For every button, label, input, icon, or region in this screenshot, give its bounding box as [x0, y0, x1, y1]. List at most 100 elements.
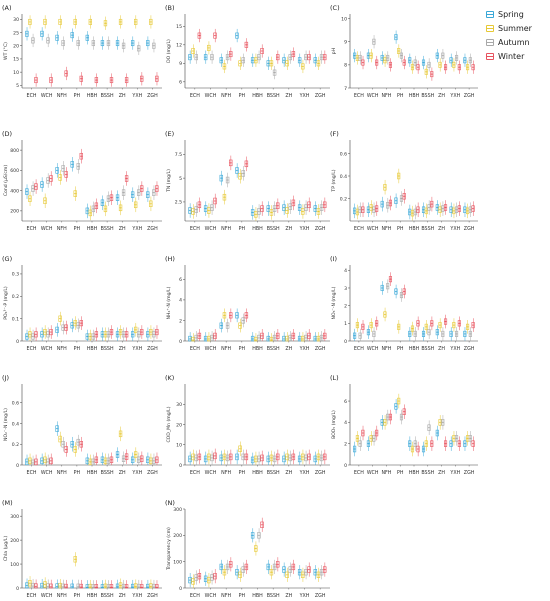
box-spring-zgh — [313, 565, 318, 580]
box-spring-ech — [353, 48, 357, 63]
point — [317, 456, 320, 458]
point — [414, 443, 416, 445]
box-autumn-zh — [441, 327, 445, 341]
point — [62, 42, 64, 44]
box-summer-hbh — [410, 205, 415, 221]
point — [141, 331, 143, 333]
box-spring-wch — [366, 325, 370, 340]
point — [431, 203, 433, 205]
point — [299, 458, 301, 460]
box-spring-nfh — [380, 415, 384, 430]
box-winter-zgh — [471, 201, 475, 216]
point — [86, 586, 88, 588]
point — [86, 335, 88, 338]
box-autumn-ech — [194, 50, 198, 64]
point — [192, 339, 194, 341]
point — [65, 586, 67, 588]
box-winter-ech — [34, 327, 38, 341]
box-winter-ech — [34, 179, 38, 194]
box-spring-wch — [203, 50, 208, 64]
x-tick-label: PH — [239, 226, 246, 232]
box-spring-hbh — [85, 329, 89, 341]
point — [77, 586, 79, 588]
box-autumn-bssh — [427, 420, 431, 435]
point — [156, 331, 158, 333]
box-spring-zh — [435, 200, 439, 215]
box-summer-zgh — [466, 431, 470, 446]
box-spring-zgh — [313, 201, 318, 216]
box-autumn-hbh — [413, 55, 417, 70]
point — [59, 21, 61, 23]
box-autumn-wch — [46, 327, 50, 341]
point — [77, 165, 79, 167]
box-body — [152, 583, 156, 589]
box-winter-wch — [375, 201, 379, 216]
y-tick-label: 300 — [10, 514, 19, 520]
point — [270, 62, 273, 64]
box-autumn-nfh — [61, 161, 65, 176]
point — [389, 64, 392, 66]
point — [132, 333, 134, 335]
point — [277, 56, 279, 58]
point — [50, 586, 52, 588]
box-autumn-ech — [194, 331, 198, 341]
box-winter-ph — [79, 579, 83, 589]
box-summer-yxh — [134, 579, 138, 589]
x-tick-label: PH — [239, 593, 246, 599]
box-autumn-ph — [399, 288, 404, 302]
box-autumn-ech — [31, 181, 35, 196]
x-tick-label: YXH — [449, 470, 460, 476]
box-spring-ph — [235, 28, 239, 43]
point — [450, 443, 452, 445]
point — [47, 461, 49, 463]
point — [395, 290, 397, 293]
point — [41, 33, 43, 35]
box-spring-yxh — [130, 452, 135, 465]
x-tick-label: ZH — [285, 226, 292, 232]
box-autumn-bssh — [427, 200, 431, 215]
x-tick-label: HBH — [87, 93, 98, 99]
y-axis-label: COD_Mn (mg/L) — [166, 406, 172, 442]
point — [314, 458, 316, 460]
x-tick-label: BSSH — [267, 593, 280, 599]
box-autumn-wch — [46, 33, 50, 48]
box-winter-ech — [361, 320, 365, 334]
box-winter-bssh — [275, 50, 280, 64]
box-autumn-ph — [76, 36, 80, 50]
x-tick-label: ZH — [285, 593, 292, 599]
box-spring-ech — [25, 27, 29, 41]
box-autumn-hbh — [257, 50, 261, 64]
point — [77, 324, 79, 326]
point — [261, 50, 263, 52]
box-summer-wch — [43, 325, 47, 339]
point — [450, 333, 452, 335]
box-spring-hbh — [250, 332, 255, 342]
point — [453, 64, 455, 66]
box-autumn-zh — [121, 327, 126, 341]
box-spring-hbh — [408, 327, 412, 341]
box-spring-nfh — [55, 31, 59, 45]
x-tick-label: NFH — [221, 93, 231, 99]
point — [320, 207, 323, 209]
x-tick-label: ECH — [190, 593, 200, 599]
box-spring-bssh — [421, 202, 426, 218]
box-spring-bssh — [100, 327, 105, 341]
x-tick-label: NFH — [381, 470, 391, 476]
legend-item-summer: Summer — [486, 22, 548, 34]
x-tick-label: WCH — [41, 470, 53, 476]
box-summer-nfh — [222, 565, 227, 580]
box-winter-hbh — [94, 580, 99, 589]
point — [381, 287, 383, 289]
box-spring-nfh — [380, 281, 384, 295]
x-tick-label: YXH — [131, 593, 142, 599]
box-winter-ph — [244, 449, 249, 465]
point — [205, 578, 207, 580]
point — [286, 209, 288, 212]
box-winter-ech — [361, 425, 365, 441]
box-winter-zgh — [471, 60, 475, 74]
point — [444, 66, 447, 68]
point — [354, 448, 356, 450]
point — [59, 176, 61, 179]
box-spring-zgh — [146, 36, 150, 50]
point — [317, 62, 320, 64]
